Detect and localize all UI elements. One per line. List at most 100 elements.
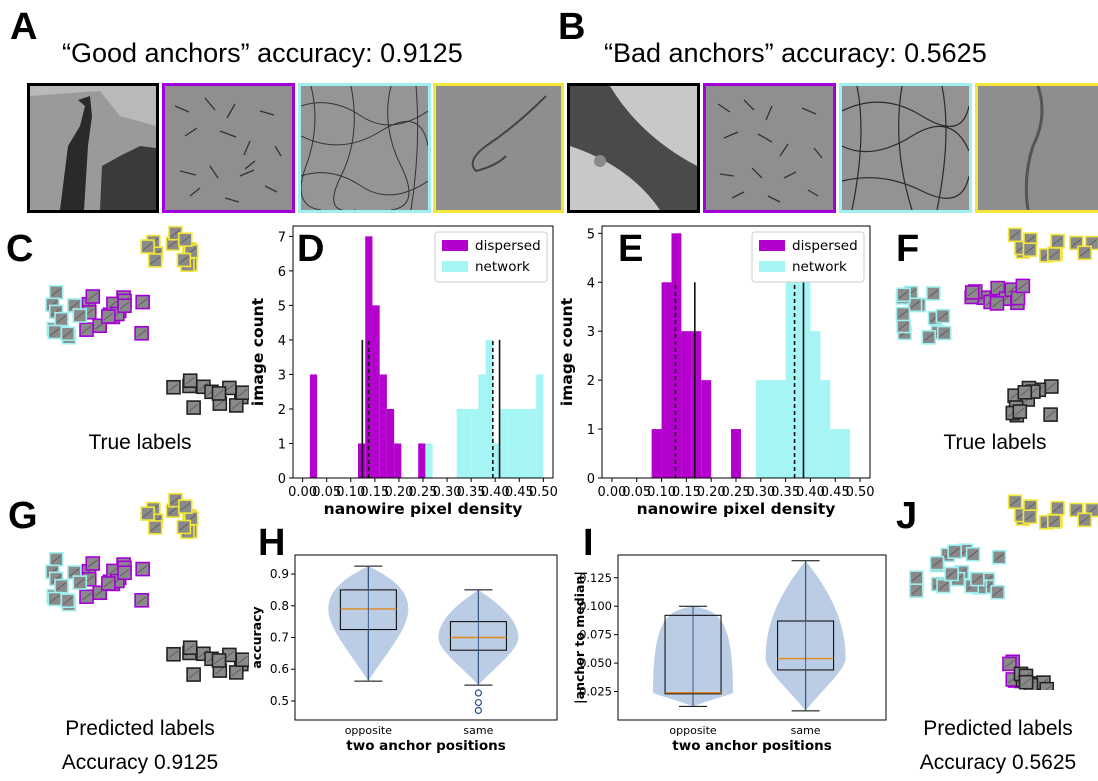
legend-swatch — [759, 240, 785, 251]
bar — [661, 282, 672, 478]
scatter-texture — [56, 582, 67, 591]
bar — [372, 305, 380, 478]
scatter-texture — [1046, 382, 1057, 391]
scatter-texture — [932, 559, 942, 567]
panel-b-letter: B — [558, 6, 586, 48]
tem-image — [436, 86, 561, 210]
scatter-texture — [1015, 407, 1025, 416]
scatter-texture — [51, 308, 61, 316]
bar — [536, 374, 544, 478]
scatter-texture — [142, 509, 153, 518]
bar — [770, 380, 786, 478]
bar — [492, 443, 501, 478]
scatter-texture — [51, 288, 61, 297]
scatter-texture — [1079, 516, 1090, 524]
tem-image — [570, 86, 697, 210]
scatter-texture — [198, 649, 209, 658]
anchor-image-cyan-a — [298, 83, 431, 213]
violin-h: opposite same 0.5 0.6 0.7 0.8 0.9 two anchor po… — [249, 554, 558, 754]
legend-swatch — [442, 240, 468, 251]
histogram-d: 0.000.050.100.150.200.250.300.350.400.45… — [249, 225, 558, 518]
scatter-texture — [949, 547, 960, 556]
scatter-texture — [992, 299, 1002, 308]
outlier-point — [474, 706, 482, 715]
bar — [800, 233, 811, 478]
scatter-texture — [1010, 498, 1020, 506]
scatter-texture — [1087, 239, 1097, 247]
x-tick-label: 0.45 — [821, 485, 850, 500]
panel-a-title: “Good anchors” accuracy: 0.9125 — [62, 38, 463, 68]
scatter-texture — [51, 575, 61, 583]
scatter-texture — [214, 656, 224, 665]
scatter-texture — [1025, 502, 1036, 511]
bar — [471, 408, 479, 478]
bar — [456, 408, 464, 478]
scatter-texture — [137, 298, 148, 306]
scatter-texture — [69, 568, 80, 577]
legend-label: network — [475, 259, 530, 275]
x-axis-label: two anchor positions — [346, 738, 505, 754]
scatter-texture — [188, 403, 199, 412]
y-axis-label: |anchor to median| — [572, 571, 587, 704]
x-tick-label: 0.35 — [771, 485, 800, 500]
bar — [386, 408, 395, 478]
scatter-texture — [170, 496, 181, 505]
bar — [514, 408, 522, 478]
bar — [394, 443, 402, 478]
x-tick-label: 0.50 — [846, 485, 875, 500]
y-tick-label: 3 — [278, 368, 286, 383]
anchor-image-yellow-b — [975, 83, 1098, 213]
scatter-texture — [939, 329, 949, 337]
umap-scatter — [895, 227, 1098, 423]
x-tick-label: same — [791, 724, 821, 737]
scatter-texture — [119, 568, 130, 577]
y-tick-label: 0.075 — [579, 628, 612, 642]
bar — [500, 408, 508, 478]
scatter-texture — [898, 290, 909, 299]
panel-j-letter: J — [896, 495, 918, 537]
legend-label: dispersed — [792, 238, 858, 254]
outlier-point — [474, 689, 482, 697]
umap-scatter — [45, 492, 251, 682]
panel-j-caption: Predicted labels — [923, 717, 1073, 740]
scatter-texture — [188, 670, 199, 679]
bar — [691, 331, 702, 478]
scatter-texture — [924, 333, 934, 342]
bar — [528, 408, 537, 478]
y-tick-label: 2 — [587, 374, 595, 389]
y-tick-label: 2 — [278, 403, 286, 418]
y-axis-label: image count — [249, 297, 267, 406]
y-tick-label: 0 — [587, 472, 595, 487]
scatter-texture — [992, 284, 1003, 292]
bar — [731, 429, 741, 478]
scatter-texture — [928, 289, 939, 298]
scatter-texture — [75, 578, 85, 587]
scatter-texture — [1079, 249, 1090, 257]
scatter-texture — [214, 389, 224, 398]
scatter-texture — [63, 329, 73, 338]
scatter-texture — [198, 382, 209, 391]
violin-i: opposite same 0.025 0.050 0.075 0.100 0.125 two… — [572, 554, 887, 754]
x-tick-label: 0.05 — [622, 485, 651, 500]
scatter-texture — [238, 655, 248, 664]
panel-f-caption: True labels — [943, 431, 1047, 454]
x-tick-label: 0.25 — [722, 485, 751, 500]
bar — [379, 374, 387, 478]
scatter-texture — [75, 311, 85, 320]
scatter-texture — [142, 242, 153, 251]
scatter-texture — [180, 502, 191, 511]
y-tick-label: 0.100 — [579, 599, 612, 613]
scatter-texture — [1018, 282, 1028, 290]
x-tick-label: 0.45 — [505, 485, 534, 500]
scatter-texture — [51, 555, 61, 564]
panel-g-scatter — [27, 485, 251, 690]
y-tick-label: 0.6 — [270, 662, 289, 676]
scatter-texture — [911, 586, 922, 595]
bar — [755, 380, 771, 478]
scatter-texture — [238, 388, 248, 397]
anchor-image-yellow-a — [433, 83, 564, 213]
scatter-texture — [108, 300, 119, 308]
scatter-texture — [81, 325, 92, 334]
panel-j-accuracy: Accuracy 0.5625 — [919, 751, 1077, 774]
plot-frame — [617, 554, 887, 721]
